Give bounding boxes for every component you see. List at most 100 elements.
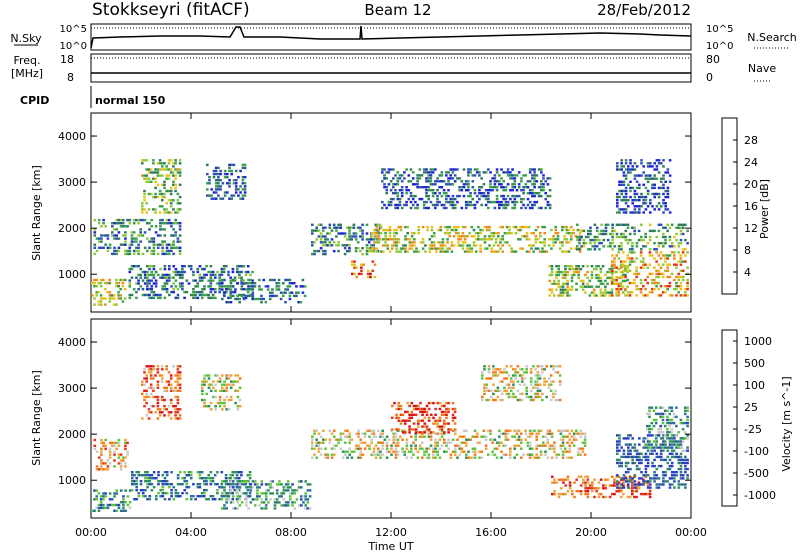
power-cell	[505, 225, 509, 229]
velocity-cell	[251, 498, 255, 501]
velocity-cell	[391, 404, 394, 408]
power-cell	[192, 290, 195, 294]
power-cell	[502, 186, 505, 189]
power-cell	[284, 291, 287, 294]
power-cell	[137, 282, 140, 285]
power-cell	[489, 189, 492, 192]
power-cell	[657, 288, 661, 291]
velocity-cell	[597, 487, 601, 490]
velocity-cell	[245, 504, 248, 507]
power-cell	[225, 288, 228, 291]
power-cell	[657, 162, 661, 165]
velocity-cell	[443, 404, 446, 408]
power-cell	[522, 174, 525, 177]
power-cell	[637, 288, 641, 291]
velocity-cell	[509, 377, 513, 380]
velocity-cell	[427, 453, 431, 456]
velocity-cell	[108, 462, 112, 465]
velocity-cell	[237, 489, 241, 492]
power-cell	[251, 288, 255, 291]
power-cell	[686, 285, 689, 288]
velocity-cell	[205, 405, 208, 408]
power-cell	[385, 192, 388, 195]
power-cell	[640, 235, 643, 239]
velocity-cell	[124, 462, 127, 465]
velocity-cell	[91, 509, 94, 512]
velocity-cell	[668, 418, 671, 422]
power-cell	[115, 249, 118, 253]
velocity-cell	[174, 380, 177, 383]
power-cell	[626, 242, 630, 245]
power-cell	[565, 228, 569, 232]
velocity-cell	[264, 483, 268, 486]
power-cell	[587, 235, 590, 239]
power-cell	[557, 270, 560, 274]
velocity-cell	[476, 441, 479, 444]
velocity-cell	[579, 490, 583, 493]
power-cell	[631, 248, 634, 251]
velocity-cell	[546, 441, 549, 444]
velocity-cell	[124, 465, 127, 468]
power-cell	[557, 282, 560, 285]
power-cell	[161, 183, 164, 186]
power-cell	[236, 267, 239, 271]
power-cell	[104, 281, 107, 285]
power-cell	[662, 183, 665, 186]
velocity-cell	[223, 486, 226, 489]
power-cell	[495, 180, 499, 183]
velocity-cell	[484, 438, 488, 441]
velocity-cell	[491, 453, 494, 456]
velocity-cell	[368, 435, 371, 438]
velocity-cell	[555, 453, 558, 456]
velocity-cell	[644, 475, 647, 478]
power-cell	[515, 189, 519, 192]
velocity-cell	[233, 471, 237, 474]
power-cell	[135, 290, 138, 294]
power-cell	[495, 194, 499, 198]
velocity-cell	[447, 438, 450, 441]
power-cell	[675, 281, 678, 285]
velocity-cell	[408, 413, 411, 416]
velocity-cell	[447, 410, 450, 414]
velocity-cell	[421, 410, 424, 414]
power-cell	[666, 266, 669, 269]
velocity-cell	[220, 495, 224, 498]
power-cell	[275, 282, 279, 285]
velocity-cell	[618, 440, 621, 443]
power-cell	[655, 272, 658, 276]
velocity-cell	[659, 415, 662, 419]
velocity-cell	[559, 438, 563, 441]
power-cell	[238, 301, 241, 304]
power-cell	[170, 276, 173, 279]
power-cell	[301, 291, 305, 294]
power-cell	[237, 176, 240, 179]
power-cell	[617, 245, 621, 248]
power-cell	[390, 244, 394, 247]
velocity-cell	[529, 377, 533, 380]
power-cell	[399, 247, 403, 250]
power-cell	[513, 203, 517, 207]
velocity-cell	[117, 456, 121, 459]
power-cell	[679, 275, 683, 279]
power-cell	[425, 206, 428, 210]
power-cell	[686, 229, 689, 233]
power-cell	[97, 281, 101, 285]
power-cell	[618, 168, 621, 171]
velocity-cell	[648, 409, 651, 412]
velocity-cell	[267, 489, 270, 492]
power-cell	[489, 180, 492, 183]
power-cell	[467, 186, 470, 189]
velocity-cell	[176, 377, 180, 380]
power-cell	[620, 242, 623, 245]
power-cell	[124, 237, 127, 240]
velocity-cell	[374, 456, 378, 459]
power-cell	[510, 247, 513, 250]
power-cell	[135, 246, 138, 249]
velocity-cell	[229, 374, 233, 377]
power-cell	[251, 270, 254, 274]
velocity-cell	[664, 480, 667, 483]
velocity-cell	[579, 492, 583, 496]
velocity-cell	[579, 484, 583, 487]
power-cell	[506, 200, 510, 204]
velocity-cell	[245, 498, 248, 501]
